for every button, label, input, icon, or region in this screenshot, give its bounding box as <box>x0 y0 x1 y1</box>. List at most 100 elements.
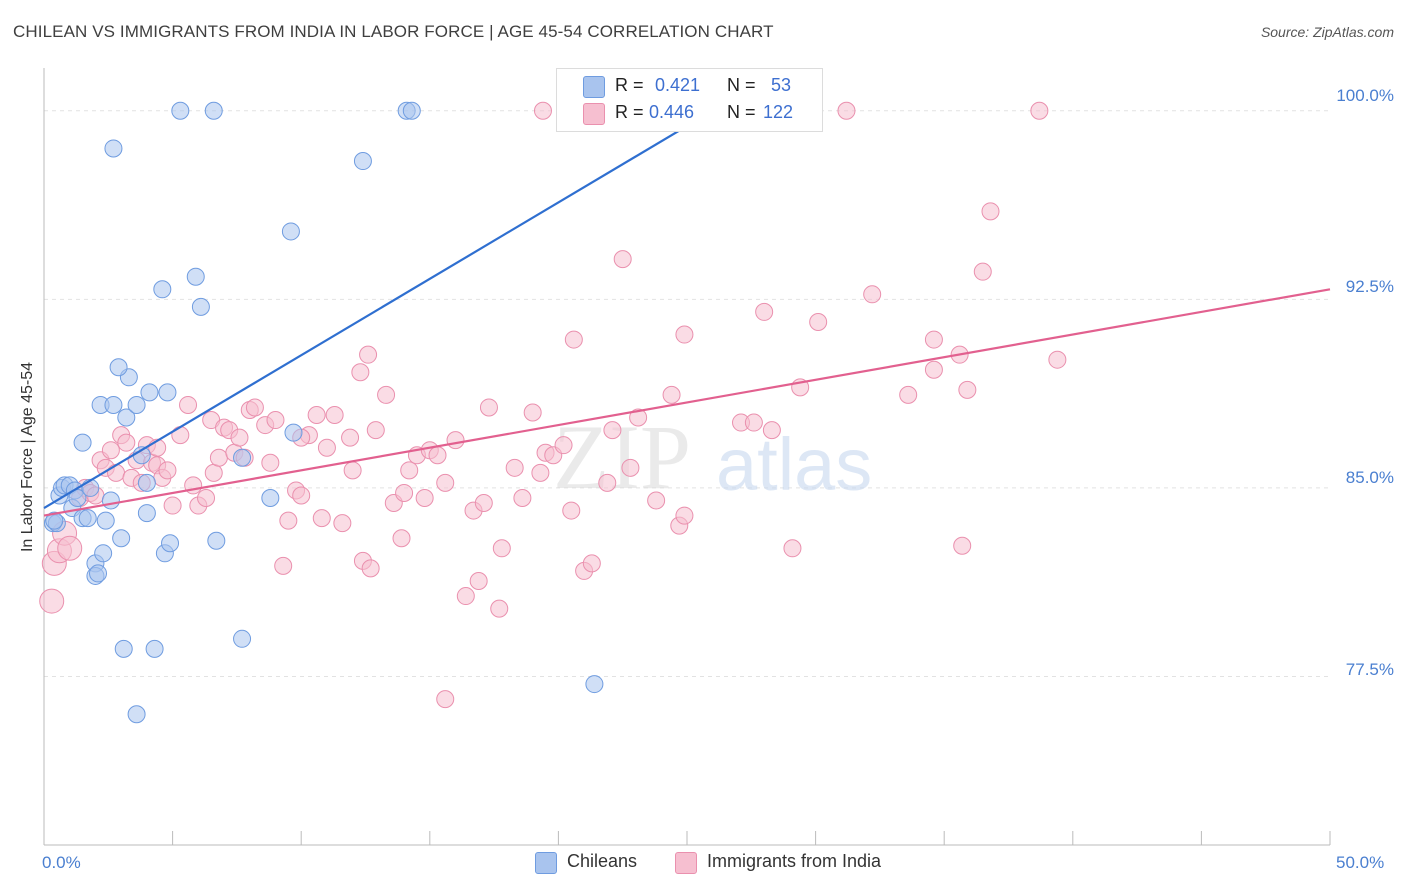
india-point <box>953 536 972 555</box>
chileans-point <box>45 511 64 530</box>
trend-lines <box>43 109 1331 517</box>
india-point <box>245 398 264 417</box>
india-point <box>924 360 943 379</box>
india-point <box>279 511 298 530</box>
india-point <box>755 302 774 321</box>
chileans-point <box>112 529 131 548</box>
india-point <box>428 446 447 465</box>
chileans-point <box>109 358 128 377</box>
india-point <box>366 421 385 440</box>
chileans-point <box>284 423 303 442</box>
chileans-point <box>104 395 123 414</box>
chileans-point <box>96 511 115 530</box>
india-point <box>513 488 532 507</box>
bottom-legend-swatch-chileans <box>535 852 557 874</box>
india-point <box>469 571 488 590</box>
chileans-point <box>104 139 123 158</box>
chileans-point <box>207 531 226 550</box>
india-point <box>57 535 83 561</box>
india-point <box>505 458 524 477</box>
legend-n-label: N = <box>727 102 756 122</box>
chileans-point <box>68 488 87 507</box>
india-point <box>744 413 763 432</box>
chileans-point <box>204 101 223 120</box>
chileans-point <box>353 152 372 171</box>
india-point <box>629 408 648 427</box>
watermark: ZIP atlas <box>553 406 872 508</box>
series-india-points <box>39 101 1067 709</box>
india-point <box>531 463 550 482</box>
india-point <box>554 436 573 455</box>
india-point <box>39 588 65 614</box>
india-point <box>171 426 190 445</box>
india-point <box>675 325 694 344</box>
india-point <box>564 330 583 349</box>
bottom-legend-swatch-india <box>675 852 697 874</box>
chileans-point <box>191 297 210 316</box>
india-point <box>292 486 311 505</box>
trend-line-chileans <box>43 109 714 509</box>
india-point <box>361 559 380 578</box>
y-tick-77-5: 77.5% <box>1345 660 1394 679</box>
legend-r-value: 0.446 <box>649 102 695 122</box>
india-point <box>163 496 182 515</box>
legend-swatch-chileans <box>583 76 605 98</box>
india-point <box>209 448 228 467</box>
india-point <box>117 433 136 452</box>
india-point <box>325 406 344 425</box>
india-point <box>204 463 223 482</box>
india-point <box>924 330 943 349</box>
y-tick-92-5: 92.5% <box>1345 277 1394 296</box>
india-point <box>341 428 360 447</box>
india-point <box>479 398 498 417</box>
india-point <box>621 458 640 477</box>
chileans-point <box>145 639 164 658</box>
series-chileans-points <box>44 101 604 724</box>
chileans-point <box>137 473 156 492</box>
chileans-point <box>81 478 100 497</box>
india-point <box>436 473 455 492</box>
legend-n-value: 122 <box>763 102 794 122</box>
india-point <box>783 539 802 558</box>
india-point <box>446 431 465 450</box>
india-point <box>762 421 781 440</box>
india-point <box>351 363 370 382</box>
chileans-point <box>127 705 146 724</box>
india-point <box>261 453 280 472</box>
india-point <box>492 539 511 558</box>
india-point <box>456 587 475 606</box>
india-point <box>158 461 177 480</box>
india-point <box>675 506 694 525</box>
bottom-legend-label-india: Immigrants from India <box>707 851 882 871</box>
india-point <box>395 483 414 502</box>
india-point <box>899 385 918 404</box>
india-point <box>647 491 666 510</box>
y-tick-100: 100.0% <box>1336 86 1394 105</box>
india-point <box>400 461 419 480</box>
india-point <box>662 385 681 404</box>
legend-n-label: N = <box>727 75 756 95</box>
india-point <box>392 529 411 548</box>
india-point <box>343 461 362 480</box>
chileans-point <box>585 675 604 694</box>
chileans-point <box>101 491 120 510</box>
india-point <box>312 509 331 528</box>
legend-r-label: R = <box>615 102 644 122</box>
india-point <box>307 406 326 425</box>
chileans-point <box>158 383 177 402</box>
india-point <box>490 599 509 618</box>
chileans-point <box>233 629 252 648</box>
india-point <box>533 101 552 120</box>
chileans-point <box>186 267 205 286</box>
y-tick-85: 85.0% <box>1345 468 1394 487</box>
india-point <box>809 312 828 331</box>
chileans-point <box>161 534 180 553</box>
india-point <box>197 488 216 507</box>
chileans-point <box>281 222 300 241</box>
india-point <box>474 494 493 513</box>
chileans-point <box>402 101 421 120</box>
india-point <box>863 285 882 304</box>
india-point <box>415 488 434 507</box>
india-point <box>101 441 120 460</box>
